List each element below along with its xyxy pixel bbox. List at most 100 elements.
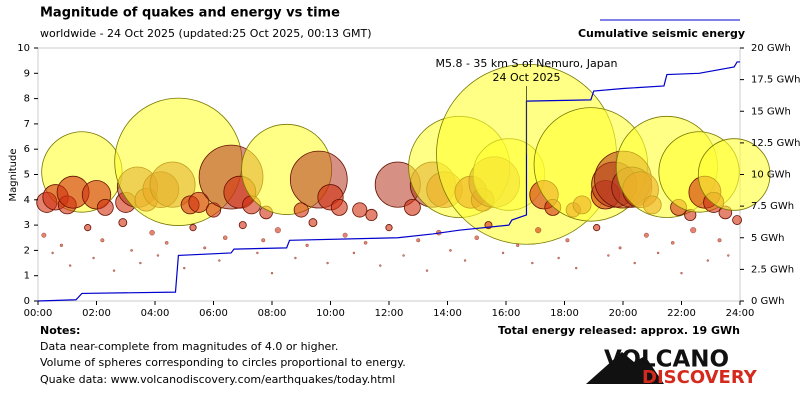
y-tick-label: 6 [24,144,30,155]
quake-marker [330,198,348,216]
quake-marker [402,254,405,257]
y-axis-label: Magnitude [8,149,19,202]
quake-marker [164,241,169,245]
y-tick-label: 0 [24,296,30,307]
quake-marker [156,254,160,257]
note: Data near-complete from magnitudes of 4.… [40,340,338,353]
quake-marker [149,230,155,236]
logo-mountain [586,352,664,384]
quake-marker [305,243,309,247]
quake-marker [680,272,683,275]
x-tick-label: 12:00 [375,308,404,319]
quake-marker [535,227,542,234]
y2-tick-label: 7.5 GWh [751,201,794,212]
x-tick-label: 04:00 [141,308,170,319]
y-tick-label: 5 [24,170,30,181]
plot-area [36,61,771,302]
x-tick-label: 22:00 [667,308,696,319]
logo-text: DISCOVERY [642,367,758,388]
quake-marker [294,256,297,260]
quake-marker [425,269,429,272]
quake-marker [84,224,92,232]
quake-marker [463,259,467,262]
note: Quake data: www.volcanodiscovery.com/ear… [40,373,395,386]
quake-marker [218,259,221,262]
quake-marker [130,249,133,252]
quake-marker [223,235,228,240]
quake-marker [593,224,601,232]
quake-marker [51,251,54,255]
annotation: M5.8 - 35 km S of Nemuro, Japan [435,57,617,70]
quake-marker [690,227,697,234]
quake-marker [342,232,348,238]
y2-tick-label: 15 GWh [751,106,791,117]
quake-marker [69,264,72,267]
chart-subtitle: worldwide - 24 Oct 2025 (updated:25 Oct … [40,27,372,40]
quake-marker [100,238,105,243]
quake-marker [274,227,281,234]
legend-label: Cumulative seismic energy [578,27,745,40]
quake-marker [670,241,675,245]
y-tick-label: 8 [24,94,30,105]
energy-line [37,61,740,302]
y2-tick-label: 17.5 GWh [751,75,800,86]
quake-marker [385,224,393,232]
quake-marker [449,249,452,252]
quake-marker [293,202,309,218]
quake-marker [656,251,660,255]
quake-marker [403,198,421,216]
quake-marker [618,246,622,250]
quake-marker [717,238,722,243]
quake-marker [363,241,368,245]
quake-marker [92,256,95,260]
quake-marker [326,261,329,265]
y2-tick-label: 20 GWh [751,43,791,54]
quake-marker [727,254,730,257]
x-tick-label: 00:00 [24,308,53,319]
y-tick-label: 7 [24,119,30,130]
quake-marker [633,261,636,265]
quake-marker [516,243,520,247]
quake-marker [203,246,207,250]
quake-marker [352,202,368,218]
x-tick-label: 10:00 [316,308,345,319]
y-tick-label: 10 [17,43,30,54]
x-tick-label: 08:00 [258,308,287,319]
quake-marker [270,272,274,275]
y2-tick-label: 10 GWh [751,170,791,181]
quake-marker [607,254,610,257]
quake-marker [565,238,570,243]
quake-marker [41,232,47,238]
x-tick-label: 14:00 [433,308,462,319]
quake-marker [575,266,578,270]
quake-marker [189,224,197,232]
y2-tick-label: 12.5 GWh [751,138,800,149]
quake-marker [308,218,318,227]
note: Volume of spheres corresponding to circl… [40,356,406,369]
y2-tick-label: 0 GWh [751,296,785,307]
quake-marker [256,251,259,255]
quake-marker [697,138,771,211]
y-tick-label: 3 [24,220,30,231]
quake-marker [118,218,128,227]
chart-title: Magnitude of quakes and energy vs time [40,6,340,21]
x-tick-label: 02:00 [82,308,111,319]
quake-marker [706,259,709,262]
x-tick-label: 24:00 [726,308,755,319]
quake-marker [261,238,266,243]
quake-marker [732,215,742,225]
x-tick-label: 18:00 [550,308,579,319]
y-tick-label: 4 [24,195,30,206]
quake-marker [59,243,63,247]
quake-marker [501,251,505,255]
annotation-date: 24 Oct 2025 [492,71,560,84]
x-tick-label: 06:00 [199,308,228,319]
y2-tick-label: 5 GWh [751,233,785,244]
quake-marker [112,269,116,272]
quake-marker [416,238,421,243]
quake-marker [531,261,534,265]
quake-marker [643,232,649,238]
notes-title: Notes: [40,324,80,337]
